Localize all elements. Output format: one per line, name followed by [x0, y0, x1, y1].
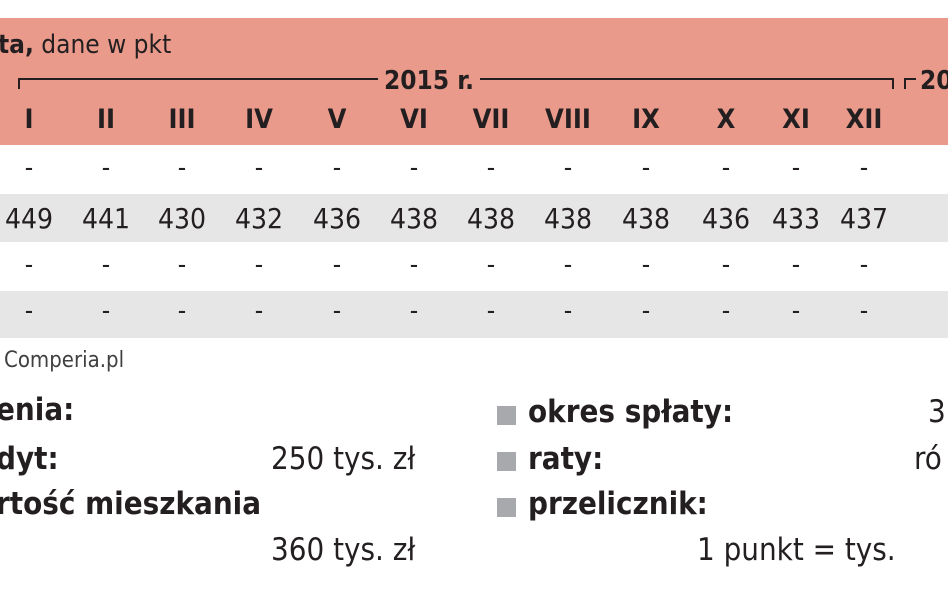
table-cell: -	[859, 296, 869, 326]
table-cell: 438	[389, 202, 439, 235]
table-title-rest: dane w pkt	[33, 30, 172, 60]
bullet-square-icon	[497, 452, 516, 471]
period-value: 3	[928, 394, 946, 430]
month-header: II	[96, 104, 116, 135]
table-cell: -	[486, 153, 496, 183]
converter-label: przelicznik:	[528, 486, 708, 522]
table-cell: 438	[466, 202, 516, 235]
table-cell: -	[563, 250, 573, 280]
table-cell: -	[641, 296, 651, 326]
table-cell: -	[409, 296, 419, 326]
year-bracket-next-line	[904, 78, 918, 80]
month-header: VI	[400, 104, 428, 135]
table-cell: -	[101, 296, 111, 326]
table-cell: -	[24, 153, 34, 183]
installments-value: ró	[914, 441, 942, 477]
table-cell: -	[641, 153, 651, 183]
period-label: okres spłaty:	[528, 394, 734, 430]
table-cell: -	[563, 153, 573, 183]
table-row-stripe	[0, 291, 948, 338]
table-cell: -	[409, 153, 419, 183]
table-cell: 432	[234, 202, 284, 235]
loan-label: dyt:	[0, 441, 59, 477]
table-cell: -	[254, 153, 264, 183]
assumptions-heading: enia:	[0, 392, 75, 428]
installments-label: raty:	[528, 441, 604, 477]
bullet-square-icon	[497, 406, 516, 425]
table-cell: 449	[4, 202, 54, 235]
month-header: VII	[472, 104, 510, 135]
month-header: IV	[245, 104, 273, 135]
table-cell: 437	[839, 202, 889, 235]
table-cell: -	[254, 250, 264, 280]
table-cell: -	[24, 250, 34, 280]
table-cell: -	[859, 153, 869, 183]
month-header: X	[716, 104, 736, 135]
table-cell: -	[486, 250, 496, 280]
table-cell: -	[254, 296, 264, 326]
table-cell: -	[332, 250, 342, 280]
table-row-stripe	[0, 194, 948, 242]
month-header: I	[24, 104, 34, 135]
table-cell: -	[486, 296, 496, 326]
table-title: ta, dane w pkt	[0, 30, 171, 60]
month-header: V	[327, 104, 347, 135]
bullet-square-icon	[497, 498, 516, 517]
converter-value: 1 punkt = tys.	[697, 532, 896, 568]
table-cell: -	[332, 153, 342, 183]
year-label-next: 20	[916, 66, 948, 96]
table-cell: -	[177, 250, 187, 280]
flat-value-label: rtość mieszkania	[0, 486, 262, 522]
loan-value: 250 tys. zł	[271, 441, 416, 477]
table-cell: -	[409, 250, 419, 280]
month-header: III	[168, 104, 196, 135]
table-cell: 438	[543, 202, 593, 235]
table-cell: -	[101, 153, 111, 183]
table-title-bold: ta,	[0, 30, 34, 60]
table-cell: -	[101, 250, 111, 280]
table-cell: -	[641, 250, 651, 280]
month-header: XI	[782, 104, 810, 135]
table-cell: -	[791, 153, 801, 183]
table-cell: -	[563, 296, 573, 326]
year-label-2015: 2015 r.	[378, 66, 480, 96]
table-cell: 436	[312, 202, 362, 235]
month-header: XII	[845, 104, 883, 135]
year-bracket-next-tick	[904, 78, 906, 89]
table-cell: 436	[701, 202, 751, 235]
month-header: IX	[632, 104, 660, 135]
table-cell: -	[24, 296, 34, 326]
table-cell: -	[721, 250, 731, 280]
month-header: VIII	[545, 104, 591, 135]
flat-value: 360 tys. zł	[271, 532, 416, 568]
table-cell: -	[721, 296, 731, 326]
table-cell: 441	[81, 202, 131, 235]
table-cell: -	[791, 296, 801, 326]
source-note: Comperia.pl	[4, 348, 125, 373]
table-cell: -	[177, 296, 187, 326]
year-bracket-right-tick	[892, 78, 894, 89]
table-cell: -	[332, 296, 342, 326]
table-cell: -	[721, 153, 731, 183]
table-cell: 430	[157, 202, 207, 235]
year-bracket-left-tick	[18, 78, 20, 89]
table-cell: -	[859, 250, 869, 280]
table-cell: 438	[621, 202, 671, 235]
table-cell: -	[791, 250, 801, 280]
table-cell: -	[177, 153, 187, 183]
table-cell: 433	[771, 202, 821, 235]
